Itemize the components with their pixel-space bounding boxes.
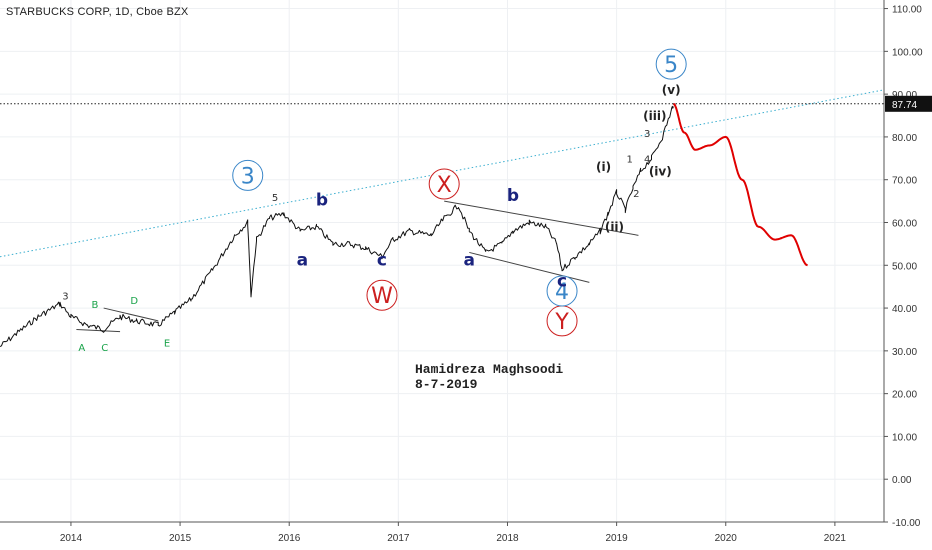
x-tick-label: 2014 [60, 533, 83, 544]
wave-label: Y [554, 310, 569, 335]
y-tick-label: 70.00 [892, 176, 917, 187]
x-tick-label: 2020 [715, 533, 738, 544]
wave-minor-label: (v) [662, 83, 681, 97]
wave-label-circle [546, 275, 578, 307]
wave-minor-label: (i) [596, 160, 611, 174]
author-name: Hamidreza Maghsoodi [415, 362, 564, 377]
y-tick-label: 0.00 [892, 475, 912, 486]
y-tick-label: 30.00 [892, 347, 917, 358]
wave-small-label: C [101, 343, 108, 354]
x-tick-label: 2021 [824, 533, 847, 544]
wave-minor-label: (iii) [643, 109, 666, 123]
y-tick-label: 90.00 [892, 90, 917, 101]
trendline [76, 328, 121, 333]
x-tick-label: 2018 [496, 533, 519, 544]
last-price-label: 87.74 [892, 100, 917, 111]
chart-title: STARBUCKS CORP, 1D, Cboe BZX [6, 6, 189, 18]
trendline [469, 251, 590, 283]
projection-series [672, 102, 808, 267]
trendline [444, 200, 639, 236]
wave-sublabel: a [464, 250, 475, 270]
y-tick-label: 100.00 [892, 47, 923, 58]
x-tick-label: 2019 [605, 533, 628, 544]
y-tick-label: 10.00 [892, 432, 917, 443]
y-tick-label: 50.00 [892, 261, 917, 272]
wave-small-label: 2 [633, 189, 639, 200]
wave-label-circle [655, 48, 687, 80]
x-tick-label: 2015 [169, 533, 192, 544]
wave-small-label: B [92, 300, 99, 311]
x-tick-label: 2017 [387, 533, 410, 544]
wave-label: 4 [555, 280, 569, 305]
wave-label: 3 [241, 164, 255, 189]
wave-small-label: A [78, 343, 85, 354]
author-note: Hamidreza Maghsoodi 8-7-2019 [415, 362, 563, 392]
wave-sublabel: c [557, 272, 567, 292]
wave-small-label: 3 [644, 129, 650, 140]
wave-sublabel: b [316, 190, 328, 210]
wave-label-circle [366, 279, 398, 311]
last-price-badge [885, 95, 932, 112]
wave-label-circle [428, 168, 460, 200]
wave-sublabel: b [507, 186, 519, 206]
price-series [0, 105, 674, 347]
y-tick-label: 40.00 [892, 304, 917, 315]
y-tick-label: 60.00 [892, 218, 917, 229]
wave-small-label: 3 [62, 292, 68, 303]
wave-small-label: 4 [644, 155, 650, 166]
wave-small-label: D [130, 296, 138, 307]
wave-label-circle [232, 159, 264, 191]
wave-minor-label: (ii) [605, 220, 624, 234]
wave-sublabel: a [297, 250, 308, 270]
wave-label: 5 [664, 53, 678, 78]
note-date: 8-7-2019 [415, 377, 478, 392]
wave-minor-label: (iv) [649, 164, 672, 178]
trendline [103, 307, 159, 322]
y-tick-label: 110.00 [892, 5, 922, 16]
wave-small-label: E [164, 339, 170, 350]
y-tick-label: 80.00 [892, 133, 917, 144]
y-tick-label: -10.00 [892, 518, 921, 529]
wave-small-label: 5 [272, 193, 278, 204]
x-tick-label: 2016 [278, 533, 301, 544]
wave-label: W [371, 284, 393, 309]
wave-small-label: 1 [627, 155, 633, 166]
wave-label: X [437, 173, 452, 198]
wave-sublabel: c [377, 250, 387, 270]
y-tick-label: 20.00 [892, 390, 917, 401]
